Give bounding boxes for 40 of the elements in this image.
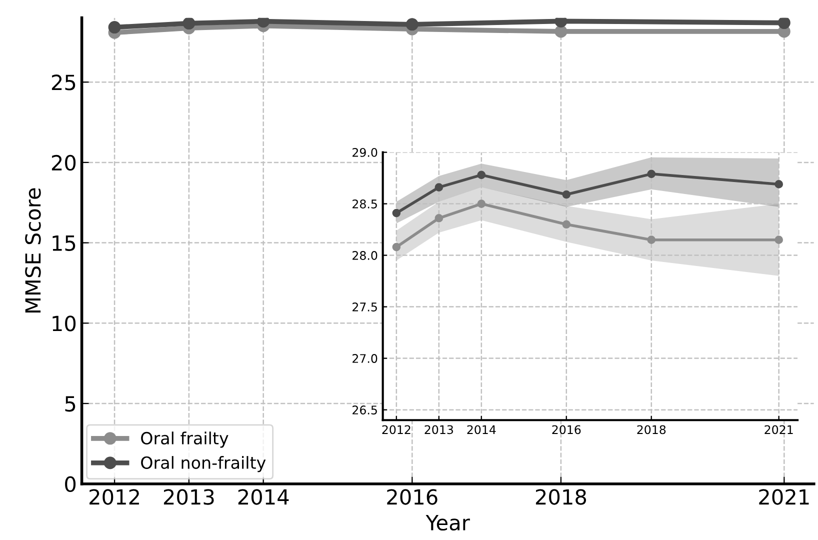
x-tick-label: 2012	[90, 489, 139, 505]
legend-label: Oral frailty	[141, 432, 228, 448]
y-tick-label: 29.0	[352, 148, 378, 157]
point	[477, 170, 486, 180]
legend-label: Oral non-frailty	[141, 456, 266, 472]
x-tick-label: 2018	[637, 425, 666, 434]
x-tick-label: 2016	[552, 425, 581, 434]
y-tick-label: 26.5	[352, 406, 377, 414]
point	[647, 170, 656, 178]
point	[392, 208, 401, 218]
point	[434, 183, 444, 192]
point	[434, 214, 444, 222]
y-tick-label: 5	[65, 396, 76, 412]
point	[562, 190, 571, 199]
point	[392, 242, 401, 252]
y-tick-label: 27.5	[352, 302, 377, 312]
x-tick-label: 2013	[424, 425, 453, 434]
y-tick-label: 10	[52, 316, 76, 332]
x-tick-label: 2014	[467, 425, 496, 434]
x-tick-label: 2013	[164, 489, 214, 505]
y-tick-label: 28.5	[352, 200, 377, 208]
y-tick-label: 27.0	[352, 354, 378, 363]
y-tick-label: 28.0	[352, 251, 378, 260]
x-axis-title: Year	[426, 515, 470, 531]
point	[477, 200, 486, 208]
x-tick-label: 2021	[759, 489, 809, 505]
x-tick-label: 2012	[382, 425, 410, 434]
y-axis-title: MMSE Score	[25, 188, 41, 312]
x-tick-label: 2021	[764, 425, 793, 434]
point	[647, 236, 656, 244]
y-tick-label: 20	[52, 154, 76, 171]
y-tick-label: 0	[65, 476, 76, 492]
point	[562, 220, 571, 229]
y-tick-label: 15	[52, 236, 76, 252]
x-tick-label: 2014	[238, 489, 289, 505]
point	[774, 180, 784, 188]
x-tick-label: 2018	[536, 489, 586, 505]
x-tick-label: 2016	[387, 489, 438, 505]
point	[774, 236, 784, 244]
y-tick-label: 25	[52, 74, 76, 90]
